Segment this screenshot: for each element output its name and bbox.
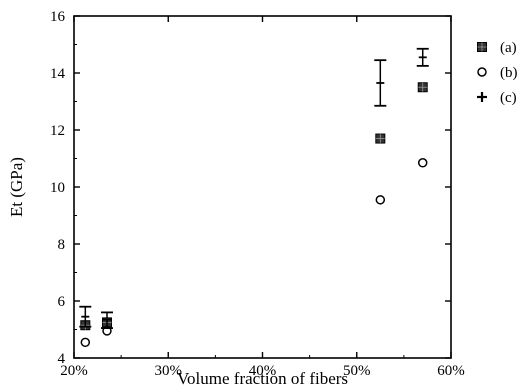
y-axis-title: Et (GPa) <box>7 157 26 217</box>
data-point-b <box>417 158 428 168</box>
y-tick-label: 10 <box>50 180 65 196</box>
data-point-a <box>417 82 428 93</box>
x-axis-title: Volume fraction of fibers <box>177 369 348 388</box>
legend-label: (b) <box>500 65 518 81</box>
x-tick-label: 50% <box>343 363 371 379</box>
legend-marker <box>477 67 487 77</box>
y-tick-label: 8 <box>58 237 66 253</box>
y-tick-label: 4 <box>58 351 66 367</box>
y-tick-label: 6 <box>58 294 66 310</box>
legend-label: (c) <box>500 90 517 106</box>
x-tick-label: 60% <box>437 363 465 379</box>
plot-area <box>73 15 452 359</box>
x-tick-label: 40% <box>249 363 277 379</box>
legend-item: (a) <box>477 40 517 56</box>
legend: (a) (b) (c) <box>477 40 518 106</box>
x-tick-label: 20% <box>60 363 88 379</box>
legend-label: (a) <box>500 40 517 56</box>
x-tick-label: 30% <box>155 363 183 379</box>
legend-marker <box>477 42 487 52</box>
y-tick-label: 14 <box>50 66 66 82</box>
data-point-c <box>374 59 387 107</box>
x-axis: 20% 30% 40% 50% 60% <box>60 16 465 379</box>
data-point-c <box>416 47 429 67</box>
y-tick-label: 16 <box>50 9 66 25</box>
data-point-b <box>375 195 386 205</box>
data-point-a <box>375 133 386 144</box>
y-tick-label: 12 <box>50 123 65 139</box>
y-axis: 4 6 8 10 12 14 16 <box>50 9 451 367</box>
legend-item: (c) <box>477 90 517 106</box>
data-point-c <box>79 305 92 328</box>
data-marks <box>79 47 429 348</box>
data-point-b <box>80 337 91 348</box>
plot-frame <box>73 15 452 359</box>
data-point-c <box>100 311 113 329</box>
legend-marker <box>477 92 487 102</box>
legend-item: (b) <box>477 65 518 81</box>
